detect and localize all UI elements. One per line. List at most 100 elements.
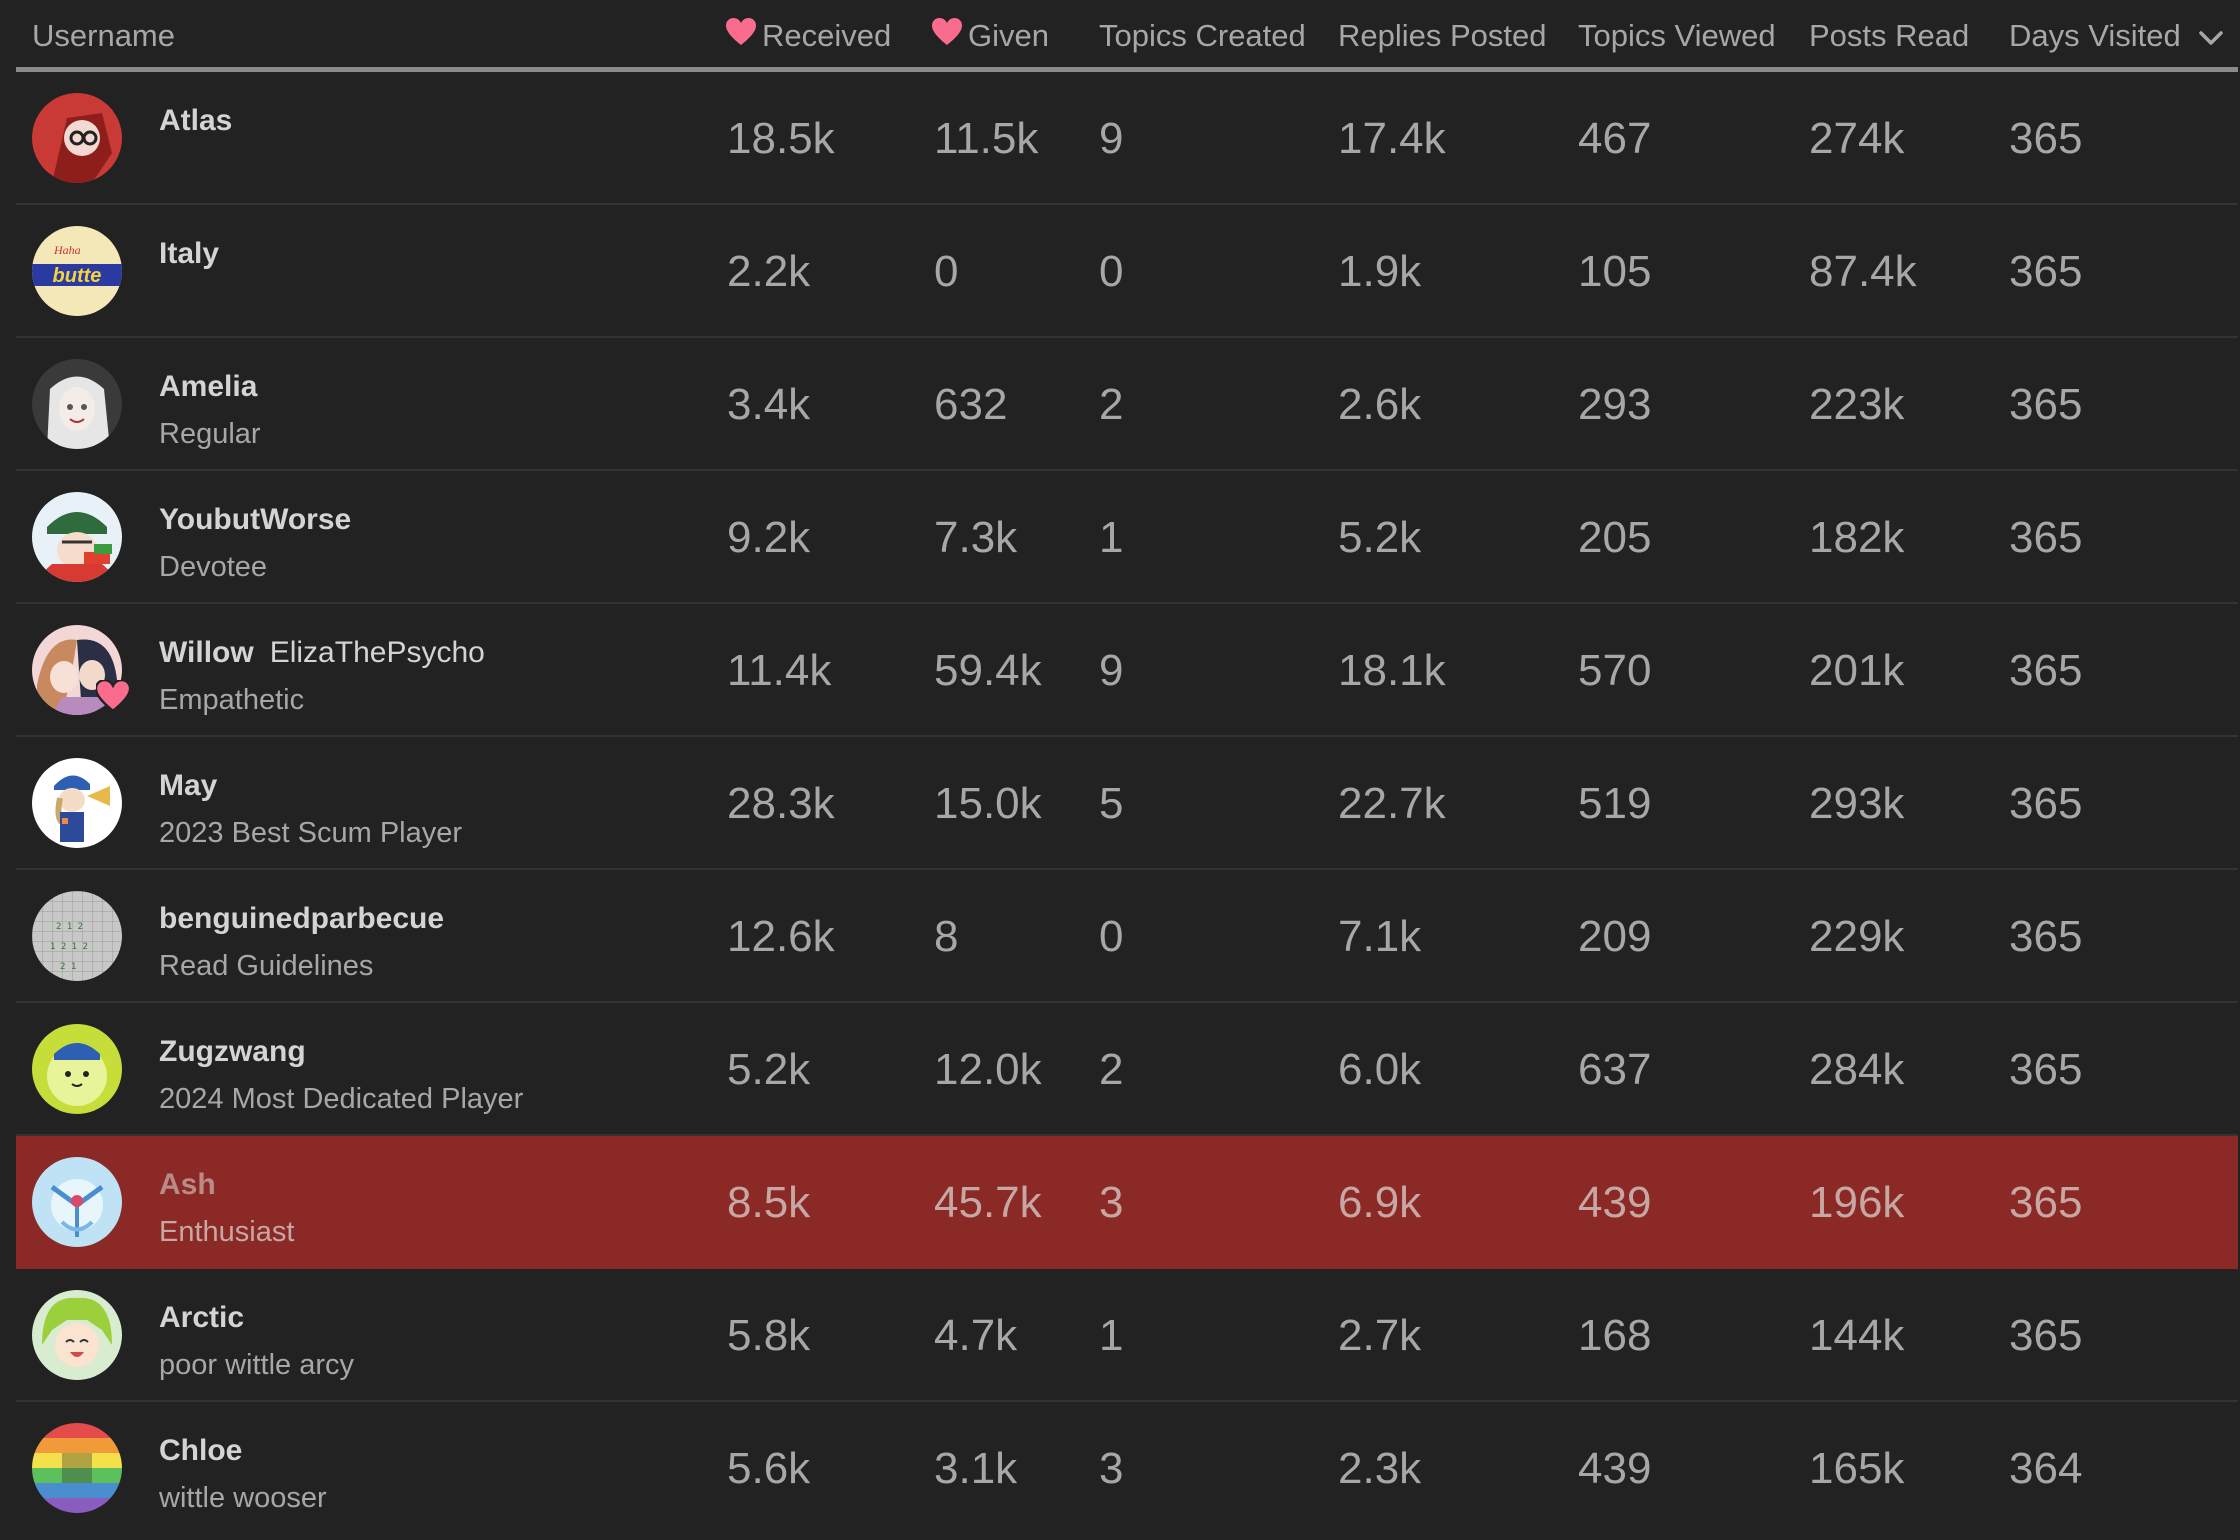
stat-topics-viewed: 293 xyxy=(1578,380,1652,429)
table-row: Chloe wittle wooser 5.6k 3.1k 3 2.3k 439… xyxy=(16,1402,2238,1535)
col-replies-posted-header[interactable]: Replies Posted xyxy=(1338,18,1547,54)
stat-given: 12.0k xyxy=(934,1045,1042,1094)
stat-replies-posted: 7.1k xyxy=(1338,912,1422,961)
stat-replies-posted: 2.3k xyxy=(1338,1444,1422,1493)
col-received-header[interactable]: Received xyxy=(726,18,891,54)
username[interactable]: Amelia xyxy=(159,370,257,404)
username-link[interactable]: YoubutWorse xyxy=(159,503,352,536)
stat-given: 0 xyxy=(934,247,959,296)
stat-given: 59.4k xyxy=(934,646,1042,695)
stat-replies-posted: 6.9k xyxy=(1338,1178,1422,1227)
col-received-label: Received xyxy=(762,18,892,53)
stat-days-visited: 365 xyxy=(2009,1045,2083,1094)
username-link[interactable]: Willow xyxy=(159,636,254,669)
username[interactable]: Italy xyxy=(159,237,219,271)
avatar[interactable] xyxy=(32,1423,122,1513)
user-title: 2023 Best Scum Player xyxy=(159,817,463,849)
col-days-visited-header[interactable]: Days Visited xyxy=(2009,18,2223,54)
stat-given: 4.7k xyxy=(934,1311,1018,1360)
username[interactable]: Chloe xyxy=(159,1434,242,1468)
table-row: YoubutWorse Devotee 9.2k 7.3k 1 5.2k 205… xyxy=(16,471,2238,604)
username[interactable]: May xyxy=(159,769,217,803)
avatar[interactable] xyxy=(32,1157,122,1247)
stat-topics-created: 2 xyxy=(1099,1045,1124,1094)
col-given-label: Given xyxy=(968,18,1049,53)
stat-posts-read: 293k xyxy=(1809,779,1905,828)
avatar[interactable] xyxy=(32,758,122,848)
username-link[interactable]: May xyxy=(159,769,218,802)
col-topics-created-label: Topics Created xyxy=(1099,18,1306,53)
username[interactable]: Zugzwang xyxy=(159,1035,306,1069)
username[interactable]: Arctic xyxy=(159,1301,244,1335)
username[interactable]: Willow ElizaThePsycho xyxy=(159,636,485,670)
avatar[interactable]: 2 1 2 1 2 1 2 2 1 xyxy=(32,891,122,981)
user-title: Read Guidelines xyxy=(159,950,374,982)
table-body: Atlas 18.5k 11.5k 9 17.4k 467 274k 365 b… xyxy=(16,72,2238,1535)
stat-days-visited: 365 xyxy=(2009,1311,2083,1360)
username-link[interactable]: Amelia xyxy=(159,370,258,403)
stat-topics-viewed: 209 xyxy=(1578,912,1652,961)
username[interactable]: Ash xyxy=(159,1168,216,1202)
avatar[interactable] xyxy=(32,1290,122,1380)
chevron-down-icon[interactable] xyxy=(2198,18,2223,54)
stat-topics-created: 1 xyxy=(1099,1311,1124,1360)
stat-given: 8 xyxy=(934,912,959,961)
stat-received: 9.2k xyxy=(727,513,811,562)
stat-given: 3.1k xyxy=(934,1444,1018,1493)
username[interactable]: YoubutWorse xyxy=(159,503,351,537)
stat-days-visited: 365 xyxy=(2009,380,2083,429)
username[interactable]: Atlas xyxy=(159,104,232,138)
table-row: butte Haha Italy 2.2k 0 0 1.9k 105 87.4k … xyxy=(16,205,2238,338)
col-topics-created-header[interactable]: Topics Created xyxy=(1099,18,1306,54)
stat-replies-posted: 2.6k xyxy=(1338,380,1422,429)
col-posts-read-header[interactable]: Posts Read xyxy=(1809,18,1969,54)
svg-text:butte: butte xyxy=(53,265,102,287)
directory-table: Username Received Given Topics Created R… xyxy=(16,0,2238,1535)
stat-topics-created: 1 xyxy=(1099,513,1124,562)
stat-received: 11.4k xyxy=(727,646,832,695)
avatar[interactable]: butte Haha xyxy=(32,226,122,316)
username-link[interactable]: benguinedparbecue xyxy=(159,902,445,935)
stat-topics-created: 0 xyxy=(1099,247,1124,296)
stat-replies-posted: 2.7k xyxy=(1338,1311,1422,1360)
stat-topics-viewed: 570 xyxy=(1578,646,1652,695)
col-topics-viewed-label: Topics Viewed xyxy=(1578,18,1776,53)
col-given-header[interactable]: Given xyxy=(932,18,1049,54)
stat-topics-viewed: 168 xyxy=(1578,1311,1652,1360)
username-link[interactable]: Chloe xyxy=(159,1434,243,1467)
stat-topics-created: 3 xyxy=(1099,1444,1124,1493)
col-topics-viewed-header[interactable]: Topics Viewed xyxy=(1578,18,1776,54)
stat-days-visited: 365 xyxy=(2009,646,2083,695)
username-link[interactable]: Italy xyxy=(159,237,220,270)
col-days-visited-label: Days Visited xyxy=(2009,18,2181,53)
stat-given: 45.7k xyxy=(934,1178,1042,1227)
username-link[interactable]: Atlas xyxy=(159,104,233,137)
username-link[interactable]: Arctic xyxy=(159,1301,245,1334)
table-row: Atlas 18.5k 11.5k 9 17.4k 467 274k 365 xyxy=(16,72,2238,205)
stat-given: 632 xyxy=(934,380,1008,429)
avatar[interactable] xyxy=(32,1024,122,1114)
username-link[interactable]: Zugzwang xyxy=(159,1035,306,1068)
user-title: Devotee xyxy=(159,551,268,583)
svg-text:Haha: Haha xyxy=(53,243,81,257)
stat-days-visited: 365 xyxy=(2009,1178,2083,1227)
username-link[interactable]: Ash xyxy=(159,1168,216,1201)
col-replies-posted-label: Replies Posted xyxy=(1338,18,1547,53)
table-row: Willow ElizaThePsycho Empathetic 11.4k 59… xyxy=(16,604,2238,737)
stat-given: 11.5k xyxy=(934,114,1039,163)
stat-topics-viewed: 519 xyxy=(1578,779,1652,828)
avatar[interactable] xyxy=(32,93,122,183)
col-username-header[interactable]: Username xyxy=(32,18,175,54)
username[interactable]: benguinedparbecue xyxy=(159,902,444,936)
table-row: Arctic poor wittle arcy 5.8k 4.7k 1 2.7k… xyxy=(16,1269,2238,1402)
stat-days-visited: 365 xyxy=(2009,779,2083,828)
stat-replies-posted: 22.7k xyxy=(1338,779,1446,828)
avatar[interactable] xyxy=(32,492,122,582)
stat-topics-viewed: 205 xyxy=(1578,513,1652,562)
table-row: Zugzwang 2024 Most Dedicated Player 5.2k… xyxy=(16,1003,2238,1136)
svg-text:2 1: 2 1 xyxy=(60,962,76,972)
stat-received: 8.5k xyxy=(727,1178,811,1227)
stat-topics-created: 3 xyxy=(1099,1178,1124,1227)
avatar[interactable] xyxy=(32,359,122,449)
table-row-current-user: Ash Enthusiast 8.5k 45.7k 3 6.9k 439 196… xyxy=(16,1136,2238,1269)
